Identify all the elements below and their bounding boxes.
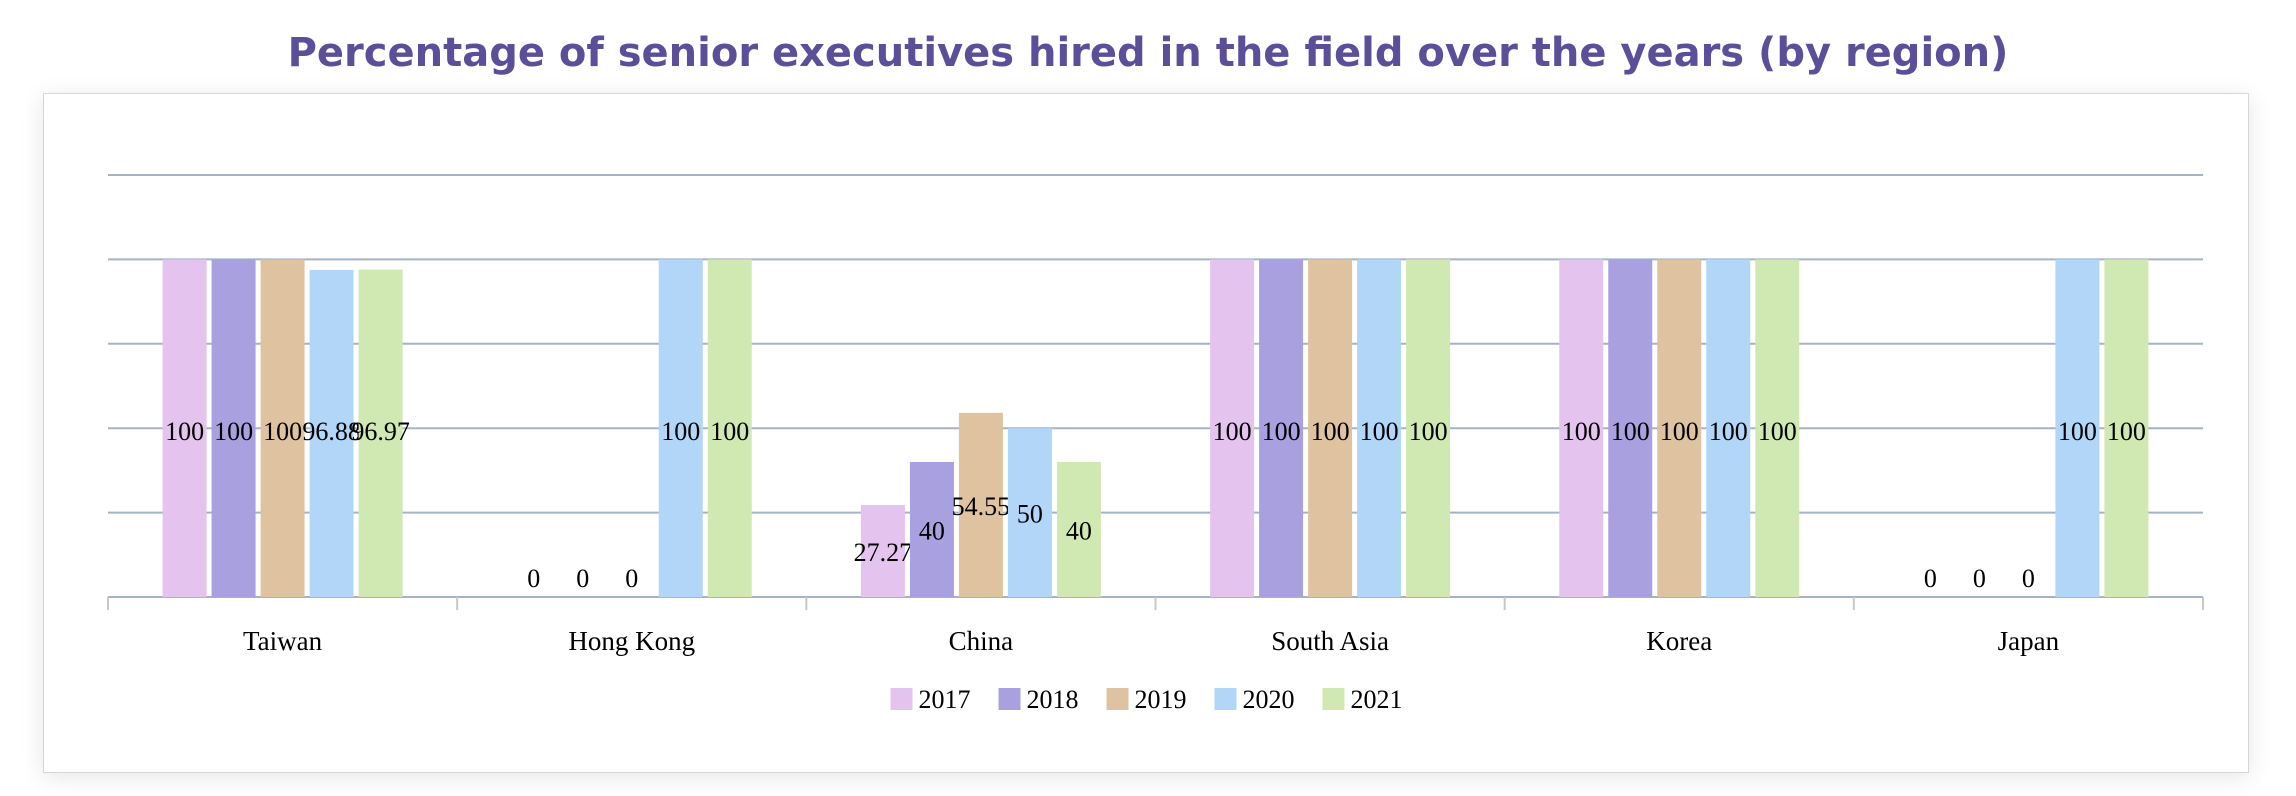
bar-2018-south-asia [1259,259,1304,597]
data-label: 100 [710,417,749,446]
bar-2021-hong-kong [707,259,752,597]
data-label: 100 [1311,417,1350,446]
bar-2018-taiwan [211,259,256,597]
legend-swatch-2018 [998,688,1021,710]
data-label: 40 [919,516,945,545]
bar-2020-japan [2055,259,2100,597]
data-label: 27.27 [854,538,913,567]
x-tick-label: Taiwan [243,626,323,656]
chart-card [43,93,2249,773]
legend-label-2019: 2019 [1135,685,1187,714]
legend-label-2021: 2021 [1351,685,1403,714]
chart-title: Percentage of senior executives hired in… [287,30,2009,76]
legend-label-2018: 2018 [1027,685,1079,714]
bar-2020-south-asia [1357,259,1402,597]
bar-2019-taiwan [260,259,305,597]
bar-2021-south-asia [1406,259,1451,597]
bar-2021-taiwan [358,269,403,597]
data-label: 100 [1709,417,1748,446]
bar-2019-korea [1657,259,1702,597]
data-label: 50 [1017,500,1043,529]
legend-swatch-2019 [1106,688,1129,710]
legend-label-2017: 2017 [919,685,971,714]
data-label: 100 [1562,417,1601,446]
data-label: 100 [1360,417,1399,446]
data-label: 0 [2022,564,2035,593]
bar-2019-china [958,412,1003,597]
data-label: 100 [1409,417,1448,446]
data-label: 54.55 [952,492,1011,521]
data-label: 100 [1262,417,1301,446]
bar-2021-japan [2104,259,2149,597]
legend-label-2020: 2020 [1243,685,1295,714]
legend-swatch-2017 [890,688,913,710]
data-label: 0 [1973,564,1986,593]
data-label: 96.97 [351,417,410,446]
bar-2021-korea [1755,259,1800,597]
bar-2017-taiwan [162,259,207,597]
data-label: 40 [1066,516,1092,545]
data-label: 100 [2107,417,2146,446]
data-label: 100 [214,417,253,446]
bar-2021-china [1056,461,1101,597]
bar-2020-china [1007,428,1052,597]
data-label: 100 [1660,417,1699,446]
x-tick-label: Hong Kong [568,626,695,656]
bar-2018-china [909,461,954,597]
bar-2020-taiwan [309,269,354,597]
data-label: 100 [1758,417,1797,446]
bar-2018-korea [1608,259,1653,597]
x-tick-label: Japan [1998,626,2060,656]
x-tick-label: China [949,626,1014,656]
bar-2020-hong-kong [658,259,703,597]
x-tick-label: Korea [1646,626,1712,656]
legend-swatch-2021 [1322,688,1345,710]
data-label: 100 [1213,417,1252,446]
data-label: 100 [2058,417,2097,446]
bar-2017-korea [1559,259,1604,597]
bar-2019-south-asia [1308,259,1353,597]
data-label: 100 [1611,417,1650,446]
data-label: 0 [527,564,540,593]
legend-swatch-2020 [1214,688,1237,710]
data-label: 100 [661,417,700,446]
data-label: 100 [263,417,302,446]
bar-2017-south-asia [1210,259,1255,597]
data-label: 0 [576,564,589,593]
data-label: 0 [625,564,638,593]
data-label: 96.88 [302,417,361,446]
data-label: 0 [1924,564,1937,593]
x-tick-label: South Asia [1271,626,1389,656]
bar-2017-china [860,504,905,597]
bar-2020-korea [1706,259,1751,597]
data-label: 100 [165,417,204,446]
